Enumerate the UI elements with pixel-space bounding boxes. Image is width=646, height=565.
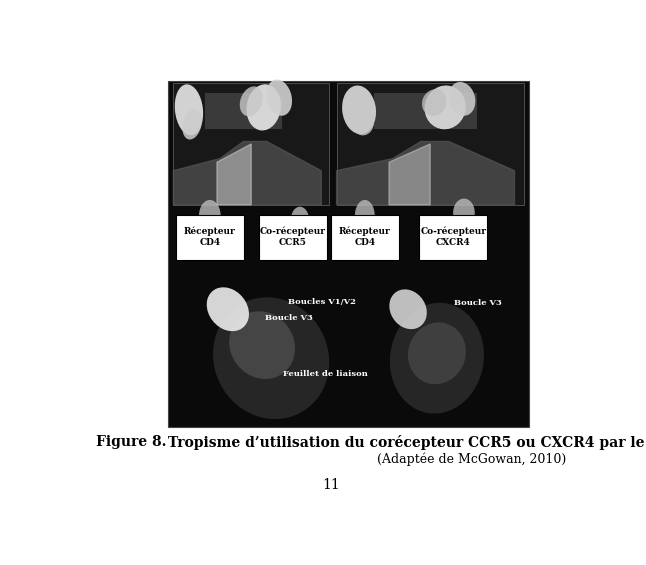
FancyBboxPatch shape [337, 83, 524, 205]
Ellipse shape [449, 82, 475, 116]
Polygon shape [217, 144, 251, 205]
Ellipse shape [213, 297, 329, 419]
Polygon shape [337, 141, 514, 205]
Polygon shape [173, 141, 321, 205]
Ellipse shape [240, 86, 263, 116]
Ellipse shape [342, 85, 376, 134]
Ellipse shape [175, 84, 203, 136]
FancyBboxPatch shape [176, 215, 244, 260]
Text: Récepteur
CD4: Récepteur CD4 [339, 227, 391, 247]
Ellipse shape [390, 289, 427, 329]
Text: Boucles V1/V2: Boucles V1/V2 [287, 298, 355, 306]
FancyBboxPatch shape [331, 215, 399, 260]
Text: 11: 11 [322, 479, 340, 493]
Ellipse shape [229, 311, 295, 379]
Ellipse shape [199, 200, 221, 231]
Ellipse shape [453, 198, 475, 227]
Ellipse shape [182, 110, 202, 140]
Ellipse shape [408, 323, 466, 384]
Ellipse shape [424, 85, 466, 129]
Text: Co-récepteur
CXCR4: Co-récepteur CXCR4 [420, 227, 486, 247]
Text: Feuillet de liaison: Feuillet de liaison [283, 370, 368, 377]
Ellipse shape [422, 89, 446, 116]
Ellipse shape [291, 207, 309, 232]
Text: Boucle V3: Boucle V3 [266, 314, 313, 322]
Ellipse shape [355, 200, 375, 231]
Text: Boucle V3: Boucle V3 [455, 299, 502, 307]
Text: (Adaptée de McGowan, 2010): (Adaptée de McGowan, 2010) [377, 453, 567, 466]
FancyBboxPatch shape [173, 83, 329, 205]
Text: Figure 8.: Figure 8. [96, 436, 166, 449]
Ellipse shape [247, 84, 281, 131]
Polygon shape [389, 144, 430, 205]
Ellipse shape [351, 108, 374, 136]
Ellipse shape [266, 80, 292, 116]
Text: Co-récepteur
CCR5: Co-récepteur CCR5 [260, 227, 326, 247]
FancyBboxPatch shape [374, 93, 477, 129]
FancyBboxPatch shape [205, 93, 282, 129]
Text: Tropisme d’utilisation du corécepteur CCR5 ou CXCR4 par le VIH-1.: Tropisme d’utilisation du corécepteur CC… [169, 436, 646, 450]
Ellipse shape [390, 303, 484, 414]
Text: Récepteur
CD4: Récepteur CD4 [184, 227, 236, 247]
FancyBboxPatch shape [258, 215, 327, 260]
FancyBboxPatch shape [419, 215, 487, 260]
FancyBboxPatch shape [169, 81, 529, 427]
Ellipse shape [207, 288, 249, 331]
